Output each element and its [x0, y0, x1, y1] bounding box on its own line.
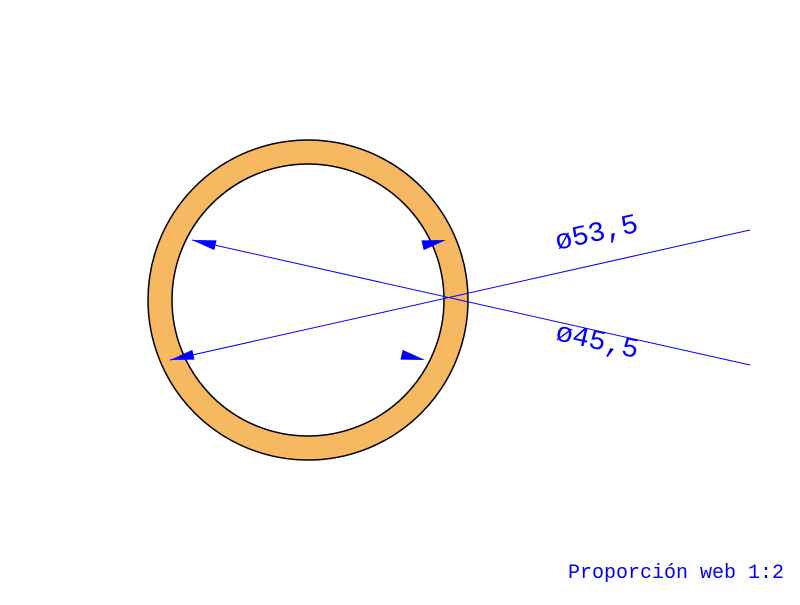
- diagram-canvas: ø53,5 ø45,5 Proporción web 1:2: [0, 0, 800, 600]
- diagram-svg: [0, 0, 800, 600]
- ring-cross-section: [148, 140, 468, 460]
- arrowhead: [400, 350, 425, 360]
- scale-footer-text: Proporción web 1:2: [568, 562, 784, 585]
- arrowhead: [192, 240, 217, 250]
- dimension-line-inner: [192, 240, 750, 365]
